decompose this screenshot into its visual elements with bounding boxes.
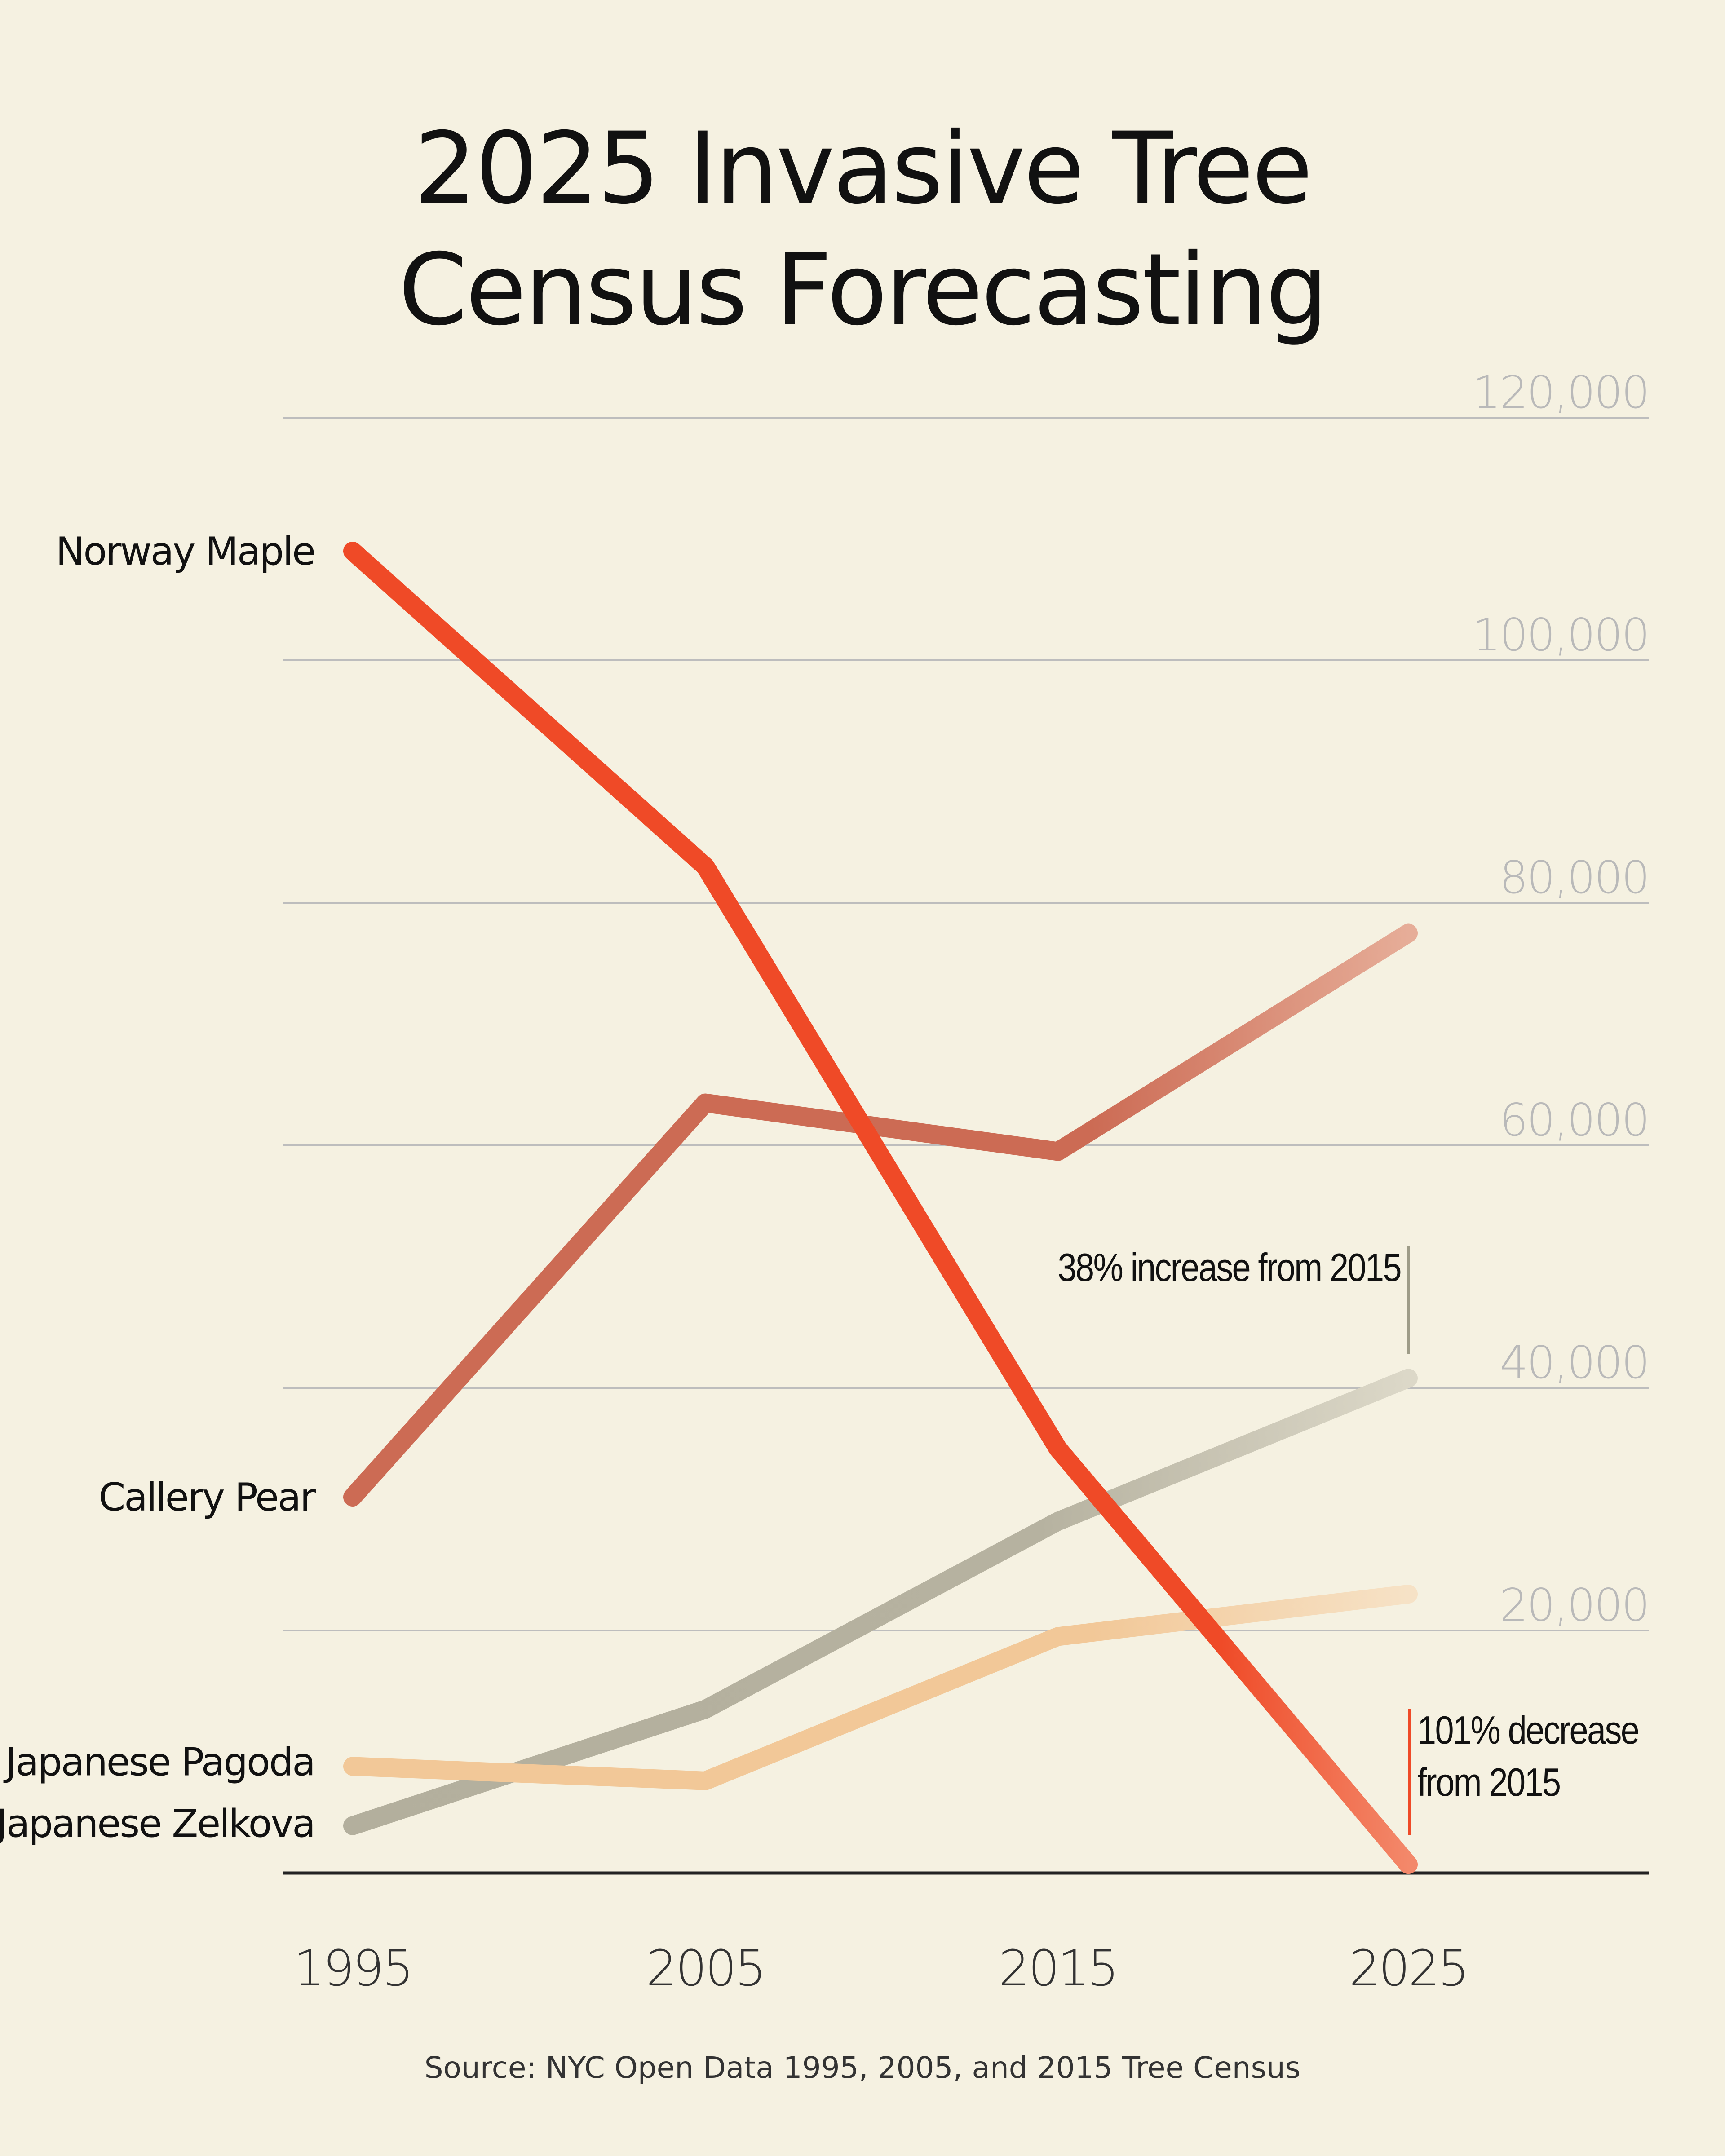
decrease-annotation-line2: from 2015 <box>1417 1761 1560 1805</box>
callery-pear-line <box>343 923 1418 1507</box>
x-tick-label: 1995 <box>293 1940 412 1997</box>
decrease-annotation-line1: 101% decrease <box>1417 1709 1638 1753</box>
callery-pear-label: Callery Pear <box>98 1475 316 1520</box>
source-note: Source: NYC Open Data 1995, 2005, and 20… <box>424 2050 1301 2085</box>
increase-annotation: 38% increase from 2015 <box>1058 1246 1401 1290</box>
norway-maple-line <box>343 542 1418 1874</box>
y-tick-label: 40,000 <box>1499 1336 1649 1389</box>
x-tick-label: 2025 <box>1349 1940 1468 1997</box>
japanese-zelkova-label: Japanese Zelkova <box>0 1802 314 1847</box>
y-tick-label: 80,000 <box>1499 851 1649 904</box>
title-line-1: 2025 Invasive Tree <box>414 111 1313 226</box>
y-tick-label: 120,000 <box>1472 366 1649 419</box>
x-tick-label: 2005 <box>646 1940 765 1997</box>
japanese-pagoda-line <box>343 1585 1418 1790</box>
title-line-2: Census Forecasting <box>398 232 1328 347</box>
x-tick-label: 2015 <box>999 1940 1117 1997</box>
y-tick-label: 60,000 <box>1499 1094 1649 1146</box>
japanese-pagoda-label: Japanese Pagoda <box>3 1740 314 1785</box>
y-tick-label: 100,000 <box>1472 609 1649 661</box>
chart-title: 2025 Invasive Tree Census Forecasting <box>0 108 1725 350</box>
norway-maple-label: Norway Maple <box>56 529 314 574</box>
japanese-zelkova-line <box>343 1369 1418 1835</box>
y-tick-label: 20,000 <box>1499 1579 1649 1631</box>
